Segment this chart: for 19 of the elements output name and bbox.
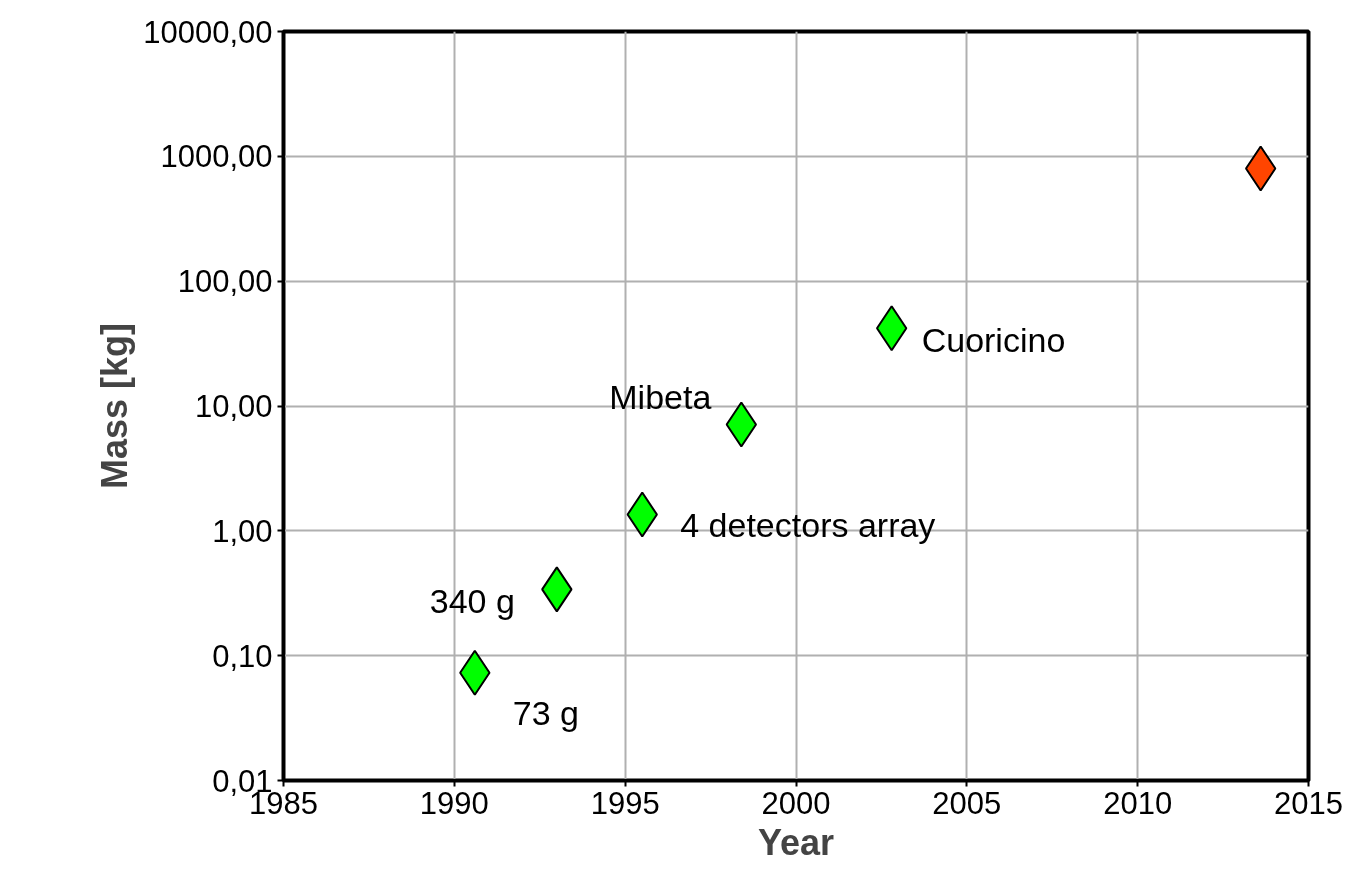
y-tick-label: 0,10 [212,638,273,674]
x-axis-title: Year [757,821,835,863]
x-tick-label: 1990 [419,785,489,821]
x-tick-label: 1995 [590,785,660,821]
y-tick-label: 100,00 [177,264,273,300]
x-tick-label: 2005 [932,785,1002,821]
annotation: 4 detectors array [680,505,936,544]
y-axis-title: Mass [kg] [94,322,136,490]
annotation: Cuoricino [921,321,1066,360]
annotation: 73 g [512,693,580,732]
x-tick-label: 2015 [1274,785,1343,821]
x-tick-label: 2000 [761,785,831,821]
y-tick-label: 10,00 [194,389,273,424]
y-tick-label: 10000,00 [143,14,273,50]
annotation: 340 g [429,582,515,621]
annotation: Mibeta [609,377,712,416]
y-tick-label: 1,00 [212,513,273,549]
y-tick-label: 1000,00 [160,139,273,175]
x-tick-label: 2010 [1103,785,1173,821]
